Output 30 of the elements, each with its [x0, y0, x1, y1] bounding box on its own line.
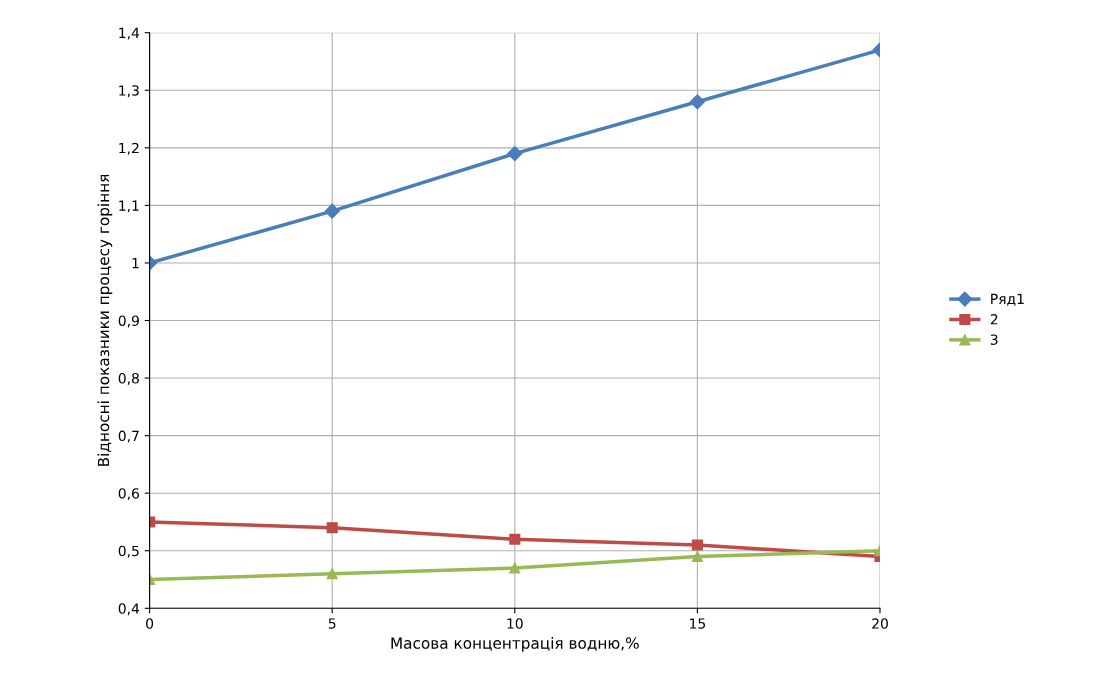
y-tick-label: 0,9 [118, 315, 139, 328]
y-axis-title: Відносні показники процесу горіння [97, 174, 113, 466]
y-tick-label: 0,5 [118, 545, 139, 558]
x-tick-label: 0 [146, 618, 154, 629]
y-tick-label: 0,6 [118, 488, 139, 501]
legend-label: 2 [990, 314, 998, 325]
legend-label: Ряд1 [991, 293, 1024, 306]
point [509, 562, 521, 574]
point [691, 539, 703, 551]
x-tick-label: 15 [690, 618, 706, 629]
y-tick-label: 1,1 [119, 200, 139, 213]
y-tick-label: 0,4 [118, 603, 140, 616]
point [324, 203, 340, 219]
x-tick-label: 10 [507, 618, 523, 629]
legend-label: 3 [990, 334, 998, 345]
y-tick-label: 1,2 [119, 142, 139, 155]
point [326, 522, 338, 534]
x-axis-title: Масова концентрація водню,% [391, 637, 639, 652]
x-tick-label: 5 [328, 618, 336, 629]
point [509, 533, 521, 545]
point [689, 94, 705, 110]
y-tick-label: 1 [132, 258, 139, 269]
point [691, 550, 703, 563]
point [326, 568, 338, 580]
point [507, 146, 523, 162]
y-tick-label: 0,7 [118, 430, 139, 443]
y-tick-label: 1,3 [119, 85, 139, 98]
x-tick-label: 20 [872, 618, 888, 629]
y-tick-label: 1,4 [119, 27, 140, 40]
y-tick-label: 0,8 [118, 373, 139, 385]
